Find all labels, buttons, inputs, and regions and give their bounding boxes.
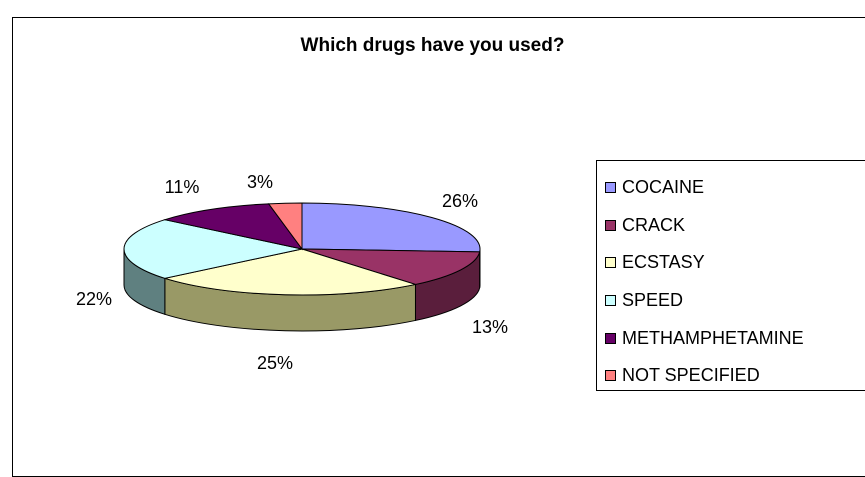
data-label-ecstasy: 25% [257, 353, 293, 373]
legend: COCAINE CRACK ECSTASY SPEED METHAMPHETAM… [596, 160, 865, 391]
legend-label-crack: CRACK [622, 215, 685, 236]
legend-swatch-ecstasy [605, 257, 616, 268]
legend-swatch-speed [605, 295, 616, 306]
data-label-methamphetamine: 11% [165, 177, 200, 197]
legend-label-ecstasy: ECSTASY [622, 252, 705, 273]
data-label-crack: 13% [472, 317, 508, 337]
legend-item-cocaine: COCAINE [597, 169, 865, 207]
data-label-cocaine: 26% [442, 191, 478, 211]
legend-item-speed: SPEED [597, 282, 865, 320]
legend-item-ecstasy: ECSTASY [597, 244, 865, 282]
legend-item-not-specified: NOT SPECIFIED [597, 357, 865, 395]
legend-label-not-specified: NOT SPECIFIED [622, 365, 760, 386]
legend-item-methamphetamine: METHAMPHETAMINE [597, 319, 865, 357]
legend-label-speed: SPEED [622, 290, 683, 311]
data-label-not-specified: 3% [247, 172, 273, 192]
legend-swatch-cocaine [605, 182, 616, 193]
legend-label-cocaine: COCAINE [622, 177, 704, 198]
legend-item-crack: CRACK [597, 207, 865, 245]
legend-label-methamphetamine: METHAMPHETAMINE [622, 328, 804, 349]
data-label-speed: 22% [76, 289, 112, 309]
legend-swatch-crack [605, 220, 616, 231]
legend-swatch-not-specified [605, 370, 616, 381]
legend-swatch-methamphetamine [605, 333, 616, 344]
